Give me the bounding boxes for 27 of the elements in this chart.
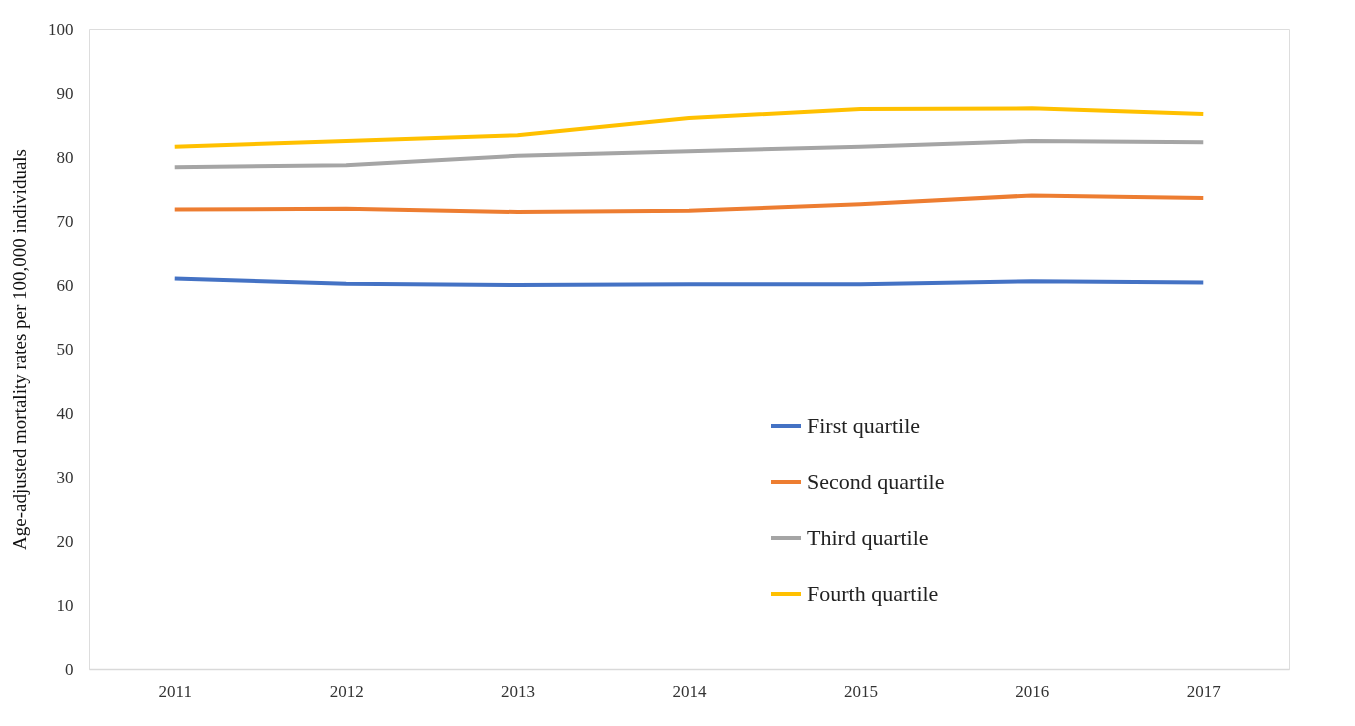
legend-label: First quartile (807, 413, 921, 438)
y-axis-title: Age-adjusted mortality rates per 100,000 individuals (9, 148, 30, 551)
x-tick-label: 2015 (843, 681, 878, 701)
y-tick-label: 50 (56, 339, 74, 359)
y-tick-label: 80 (56, 147, 74, 167)
line-series (172, 276, 1206, 287)
y-tick-label: 90 (56, 83, 74, 103)
x-tick-label: 2012 (329, 681, 364, 701)
legend-label: Fourth quartile (807, 581, 939, 606)
legend-label: Second quartile (807, 469, 945, 494)
x-tick-label: 2016 (1015, 681, 1050, 701)
legend-label: Third quartile (807, 525, 929, 550)
x-tick-label: 2017 (1186, 681, 1222, 701)
y-tick-label: 10 (56, 595, 74, 615)
y-tick-label: 0 (65, 659, 74, 679)
y-tick-label: 40 (56, 403, 74, 423)
line-series (172, 106, 1206, 149)
x-tick-label: 2014 (672, 681, 707, 701)
y-tick-label: 20 (56, 531, 74, 551)
x-tick-label: 2011 (158, 681, 192, 701)
y-tick-label: 70 (56, 211, 74, 231)
line-series (172, 193, 1206, 215)
y-tick-label: 30 (56, 467, 74, 487)
y-tick-label: 60 (56, 275, 74, 295)
y-tick-label: 100 (48, 19, 74, 39)
line-series (172, 139, 1206, 170)
x-tick-label: 2013 (501, 681, 536, 701)
